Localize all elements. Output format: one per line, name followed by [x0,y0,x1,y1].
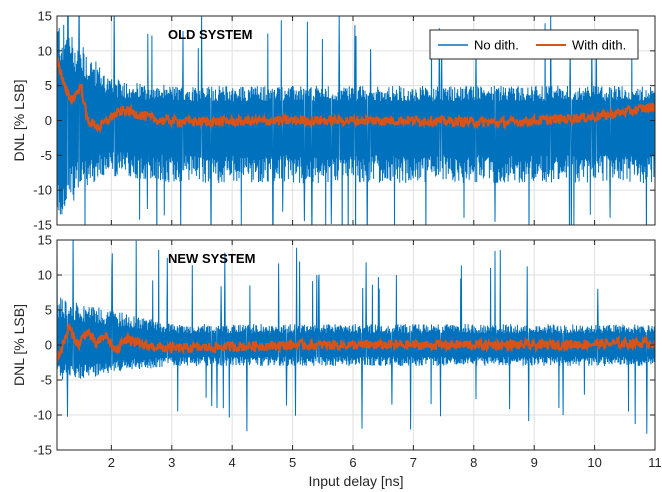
y-tick-label: 15 [38,9,52,24]
legend-label-with-dith: With dith. [572,38,626,53]
x-tick-label: 2 [108,455,115,470]
y-tick-label: 0 [45,113,52,128]
y-tick-label: 10 [38,43,52,58]
y-tick-label: 10 [38,268,52,283]
series-no-dith [57,240,655,434]
y-tick-label: -15 [33,443,52,458]
y-tick-label: -10 [33,408,52,423]
series-no-dith [57,16,655,225]
x-tick-label: 3 [168,455,175,470]
x-tick-label: 8 [470,455,477,470]
panel-old-system: 15 10 5 0 -5 -10 -15 DNL [% LSB] OLD SYSTEM No di… [11,9,656,233]
y-axis-label: DNL [% LSB] [11,304,27,386]
panel-new-system: 15 10 5 0 -5 -10 -15 2 3 4 5 6 7 8 9 10 11 DNL [% LSB] NEW… [11,233,662,471]
y-tick-label: -5 [40,373,52,388]
legend-label-no-dith: No dith. [474,38,519,53]
y-tick-label: 5 [45,303,52,318]
legend: No dith. With dith. [429,29,639,60]
x-tick-label: 5 [289,455,296,470]
x-tick-label: 9 [531,455,538,470]
x-tick-label: 11 [648,455,662,470]
y-tick-label: 0 [45,338,52,353]
panel-annotation: OLD SYSTEM [168,27,253,42]
x-tick-label: 10 [587,455,601,470]
y-axis-label: DNL [% LSB] [11,80,27,162]
series-with-dith [57,322,655,364]
x-tick-label: 4 [229,455,236,470]
y-tick-label: -15 [33,218,52,233]
y-tick-label: -5 [40,148,52,163]
panel-annotation: NEW SYSTEM [168,251,255,266]
x-tick-label: 7 [410,455,417,470]
x-axis-label: Input delay [ns] [309,473,404,489]
y-tick-label: 5 [45,78,52,93]
x-tick-label: 6 [349,455,356,470]
y-tick-label: 15 [38,233,52,248]
series-with-dith [57,56,655,134]
y-tick-label: -10 [33,183,52,198]
